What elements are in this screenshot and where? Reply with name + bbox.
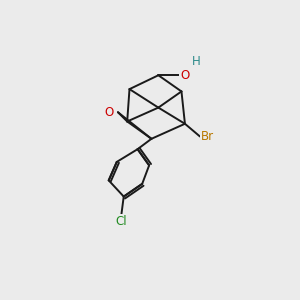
Text: Br: Br xyxy=(201,130,214,143)
Text: H: H xyxy=(192,56,201,68)
Text: O: O xyxy=(104,106,114,119)
Text: Cl: Cl xyxy=(116,215,127,229)
Text: H: H xyxy=(192,56,201,68)
Text: O: O xyxy=(180,69,190,82)
Text: O: O xyxy=(180,69,190,82)
Text: Cl: Cl xyxy=(116,215,127,229)
Text: Br: Br xyxy=(201,130,214,143)
Text: O: O xyxy=(104,106,114,119)
